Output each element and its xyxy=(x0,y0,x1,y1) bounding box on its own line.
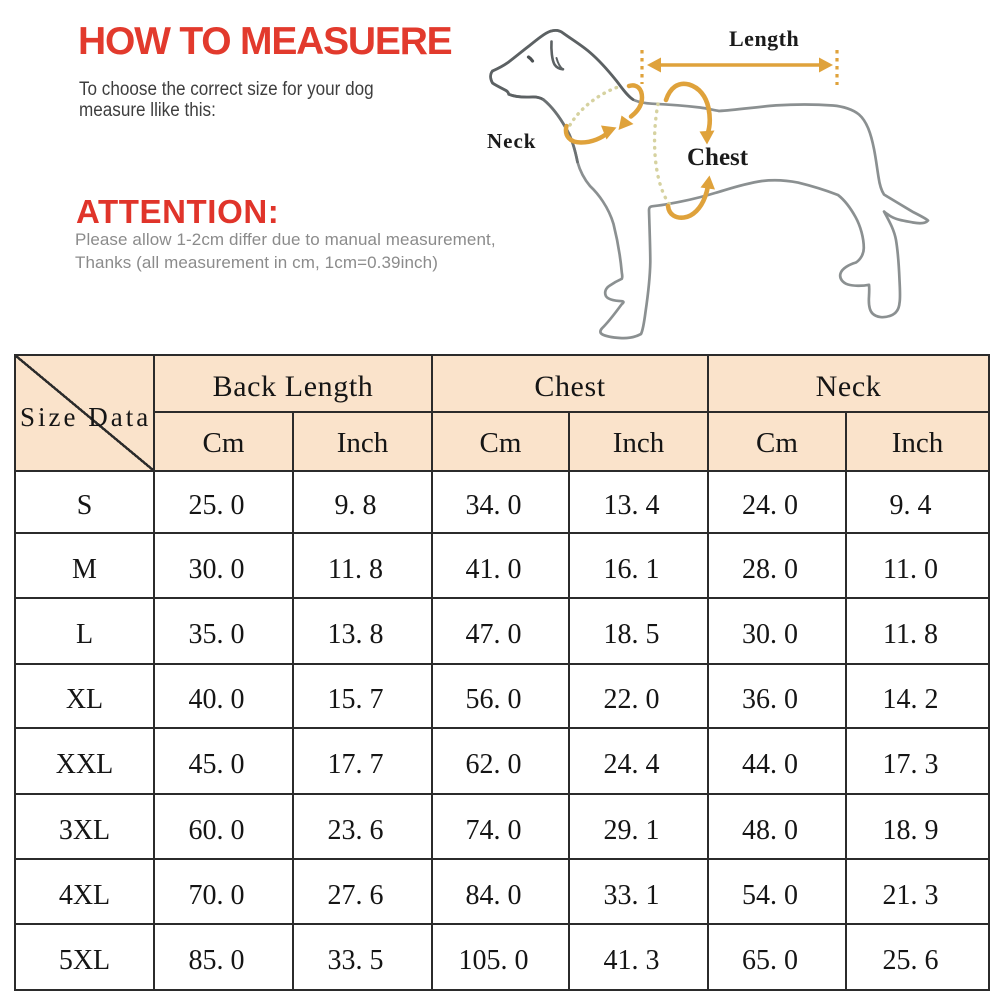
svg-text:Length: Length xyxy=(729,26,799,51)
svg-text:Neck: Neck xyxy=(487,129,537,153)
svg-text:Chest: Chest xyxy=(687,144,749,171)
